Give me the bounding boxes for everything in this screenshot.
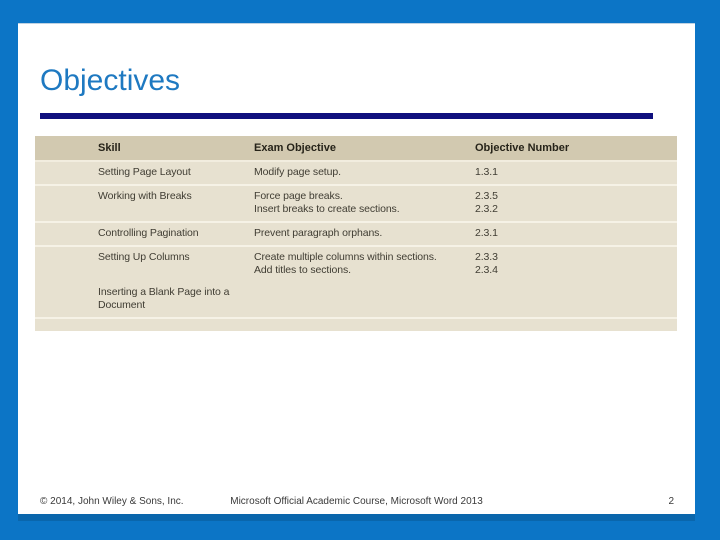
cell-skill: Working with Breaks [98, 190, 192, 202]
cell-objective-number: 2.3.1 [475, 227, 498, 239]
cell-exam-objective: Modify page setup. [254, 166, 341, 178]
table-body: Setting Page Layout Modify page setup. 1… [35, 162, 677, 319]
page-number: 2 [668, 496, 674, 507]
cell-exam-objective: Prevent paragraph orphans. [254, 227, 383, 239]
cell-objective-number: 2.3.3 2.3.4 [475, 251, 498, 276]
cell-exam-objective [254, 286, 475, 312]
column-header-exam-objective: Exam Objective [254, 142, 336, 154]
table-header-row: Skill Exam Objective Objective Number [35, 136, 677, 162]
cell-objective-number: 1.3.1 [475, 166, 498, 178]
table-row: Controlling Pagination Prevent paragraph… [35, 223, 677, 247]
column-header-skill: Skill [98, 142, 121, 154]
cell-exam-objective: Create multiple columns within sections.… [254, 251, 437, 276]
cell-skill: Setting Up Columns [98, 251, 190, 263]
title-underline-rule [40, 113, 653, 119]
footer-course-text: Microsoft Official Academic Course, Micr… [230, 496, 483, 507]
slide-title: Objectives [40, 64, 181, 97]
footer-copyright-text: © 2014, John Wiley & Sons, Inc. [40, 496, 184, 507]
table-row: Setting Up Columns Create multiple colum… [35, 247, 677, 282]
cell-skill: Setting Page Layout [98, 166, 191, 178]
table-row: Working with Breaks Force page breaks. In… [35, 186, 677, 223]
slide-page: Objectives Skill Exam Objective Objectiv… [18, 23, 695, 514]
column-header-objective-number: Objective Number [475, 142, 570, 154]
table-row: Inserting a Blank Page into a Document [35, 282, 677, 319]
cell-objective-number [475, 286, 677, 312]
cell-exam-objective: Force page breaks. Insert breaks to creat… [254, 190, 400, 215]
cell-skill: Controlling Pagination [98, 227, 199, 239]
objectives-table: Skill Exam Objective Objective Number Se… [35, 136, 677, 331]
cell-objective-number: 2.3.5 2.3.2 [475, 190, 498, 215]
cell-skill: Inserting a Blank Page into a Document [98, 286, 230, 311]
table-row: Setting Page Layout Modify page setup. 1… [35, 162, 677, 186]
